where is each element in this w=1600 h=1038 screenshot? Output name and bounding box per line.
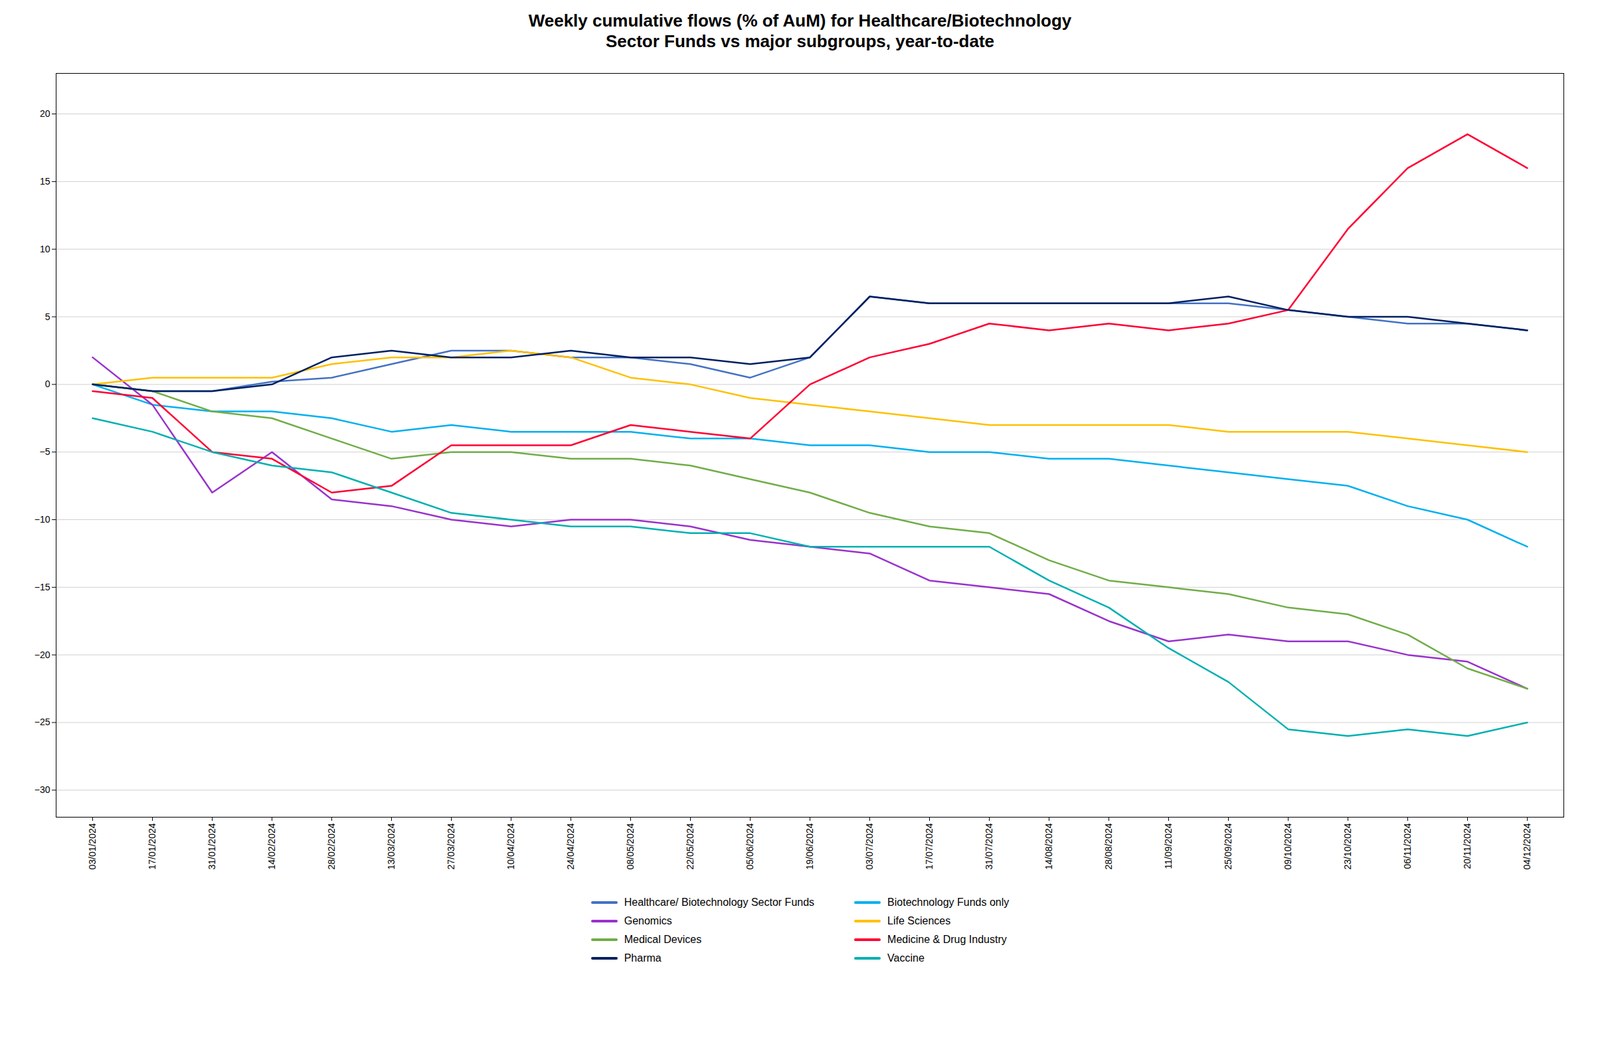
- svg-text:−10: −10: [34, 514, 51, 525]
- svg-text:13/03/2024: 13/03/2024: [385, 822, 397, 870]
- svg-text:20: 20: [39, 108, 51, 119]
- html-text:Weekly cumulative flows (% of: Weekly cumulative flows (% of AuM) for H…: [528, 10, 1072, 52]
- html-text:Pharma: Pharma: [624, 952, 662, 964]
- svg-text:10: 10: [39, 243, 51, 255]
- svg-text:06/11/2024: 06/11/2024: [1402, 822, 1413, 869]
- svg-text:05/06/2024: 05/06/2024: [744, 822, 756, 870]
- svg-text:−25: −25: [34, 716, 51, 728]
- svg-text:−30: −30: [34, 784, 51, 796]
- svg-text:31/01/2024: 31/01/2024: [206, 822, 218, 870]
- svg-text:23/10/2024: 23/10/2024: [1342, 822, 1353, 870]
- svg-text:11/09/2024: 11/09/2024: [1162, 822, 1174, 869]
- svg-text:14/02/2024: 14/02/2024: [266, 822, 277, 870]
- svg-text:−20: −20: [34, 649, 51, 661]
- svg-text:03/01/2024: 03/01/2024: [87, 822, 98, 870]
- svg-text:20/11/2024: 20/11/2024: [1461, 822, 1473, 869]
- svg-text:28/08/2024: 28/08/2024: [1103, 822, 1114, 870]
- svg-text:0: 0: [45, 378, 51, 390]
- svg-text:14/08/2024: 14/08/2024: [1043, 822, 1055, 870]
- html-text:Life Sciences: Life Sciences: [887, 915, 951, 927]
- svg-text:−15: −15: [34, 581, 51, 593]
- html-text:Genomics: Genomics: [624, 915, 672, 927]
- svg-text:15: 15: [39, 176, 51, 187]
- svg-text:28/02/2024: 28/02/2024: [326, 822, 337, 870]
- svg-text:27/03/2024: 27/03/2024: [445, 822, 457, 870]
- svg-text:25/09/2024: 25/09/2024: [1222, 822, 1234, 870]
- svg-text:−5: −5: [39, 446, 51, 457]
- svg-text:04/12/2024: 04/12/2024: [1521, 822, 1533, 870]
- svg-text:08/05/2024: 08/05/2024: [624, 822, 636, 870]
- html-text:Medicine & Drug Industry: Medicine & Drug Industry: [887, 933, 1007, 946]
- svg-text:22/05/2024: 22/05/2024: [684, 822, 696, 870]
- svg-text:31/07/2024: 31/07/2024: [983, 822, 995, 870]
- svg-text:17/01/2024: 17/01/2024: [146, 822, 158, 870]
- svg-text:5: 5: [45, 311, 51, 323]
- svg-text:09/10/2024: 09/10/2024: [1282, 822, 1294, 870]
- html-text:Biotechnology Funds only: Biotechnology Funds only: [887, 896, 1010, 908]
- html-text:Medical Devices: Medical Devices: [624, 933, 702, 946]
- html-text:Vaccine: Vaccine: [887, 952, 925, 964]
- svg-text:03/07/2024: 03/07/2024: [864, 822, 875, 870]
- html-text:Healthcare/ Biotechnology Sect: Healthcare/ Biotechnology Sector Funds: [624, 896, 815, 908]
- svg-text:17/07/2024: 17/07/2024: [923, 822, 935, 870]
- svg-text:24/04/2024: 24/04/2024: [565, 822, 576, 870]
- svg-text:10/04/2024: 10/04/2024: [505, 822, 517, 870]
- svg-text:19/06/2024: 19/06/2024: [804, 822, 815, 870]
